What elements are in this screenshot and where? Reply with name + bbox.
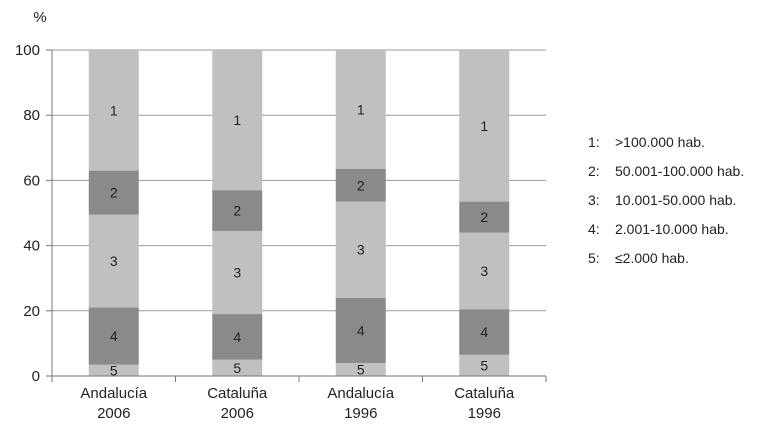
legend-entry: 10.001-50.000 hab. xyxy=(615,192,736,208)
x-category-label: Andalucía xyxy=(80,385,147,402)
bar-segment-1 xyxy=(212,50,263,191)
segment-label: 5 xyxy=(233,360,241,376)
bar-segment-3 xyxy=(212,230,263,315)
segment-label: 3 xyxy=(357,242,365,258)
bar-segment-4 xyxy=(335,297,386,363)
bar-segment-2 xyxy=(212,190,263,231)
segment-label: 1 xyxy=(480,118,488,134)
x-category-label: 2006 xyxy=(221,405,254,422)
legend-entry: ≤2.000 hab. xyxy=(615,250,689,266)
x-category-label: Cataluña xyxy=(454,385,515,402)
bar-segment-4 xyxy=(212,314,263,360)
bar-segment-2 xyxy=(335,168,386,202)
bar-segment-4 xyxy=(459,309,510,355)
bar-segment-2 xyxy=(459,201,510,233)
segment-label: 4 xyxy=(110,328,118,344)
bar-segment-4 xyxy=(88,307,139,365)
bar-segment-1 xyxy=(88,50,139,171)
segment-label: 5 xyxy=(480,357,488,373)
segment-label: 1 xyxy=(357,101,365,117)
x-category-label: Andalucía xyxy=(327,385,394,402)
segment-label: 5 xyxy=(110,362,118,378)
bar-segment-5 xyxy=(88,364,139,376)
segment-label: 3 xyxy=(233,264,241,280)
segment-label: 5 xyxy=(357,361,365,377)
segment-label: 1 xyxy=(233,112,241,128)
y-tick-label: 100 xyxy=(15,42,40,59)
legend-key: 4: xyxy=(588,221,600,237)
bar-segment-1 xyxy=(335,50,386,169)
y-axis-unit-label: % xyxy=(33,9,46,26)
segment-label: 4 xyxy=(357,322,365,338)
x-category-label: 2006 xyxy=(97,405,130,422)
segment-label: 4 xyxy=(480,324,488,340)
x-axis-categories: Andalucía 2006 Cataluña 2006 Andalucía 1996 Ca… xyxy=(80,385,515,422)
bar-segment-5 xyxy=(459,354,510,376)
segment-label: 2 xyxy=(110,185,118,201)
bar-segment-5 xyxy=(212,359,263,376)
segment-label: 3 xyxy=(480,263,488,279)
bar-segment-3 xyxy=(459,232,510,310)
y-axis-ticks: 0 20 40 60 80 100 xyxy=(15,42,52,385)
y-tick-label: 40 xyxy=(23,238,40,255)
segment-label: 3 xyxy=(110,253,118,269)
bars: 5 4 3 2 1 5 4 3 2 1 5 4 3 2 1 5 4 3 2 1 xyxy=(88,50,510,378)
legend-entry: 2.001-10.000 hab. xyxy=(615,221,729,237)
segment-label: 1 xyxy=(110,102,118,118)
y-tick-label: 60 xyxy=(23,172,40,189)
segment-label: 2 xyxy=(233,203,241,219)
bar-segment-5 xyxy=(335,362,386,376)
bar-segment-3 xyxy=(88,214,139,308)
legend-key: 5: xyxy=(588,250,600,266)
y-tick-label: 0 xyxy=(32,368,40,385)
legend-key: 2: xyxy=(588,163,600,179)
x-category-label: 1996 xyxy=(344,405,377,422)
legend-entry: 50.001-100.000 hab. xyxy=(615,163,744,179)
legend-key: 1: xyxy=(588,134,600,150)
bar-segment-1 xyxy=(459,50,510,202)
x-category-label: Cataluña xyxy=(207,385,268,402)
legend-key: 3: xyxy=(588,192,600,208)
x-category-label: 1996 xyxy=(468,405,501,422)
segment-label: 4 xyxy=(233,329,241,345)
legend-entry: >100.000 hab. xyxy=(615,134,705,150)
y-tick-label: 80 xyxy=(23,107,40,124)
segment-label: 2 xyxy=(357,177,365,193)
legend: 1: >100.000 hab. 2: 50.001-100.000 hab. 3: 10… xyxy=(588,134,744,266)
segment-label: 2 xyxy=(480,209,488,225)
bar-segment-3 xyxy=(335,201,386,298)
y-tick-label: 20 xyxy=(23,303,40,320)
bar-segment-2 xyxy=(88,170,139,215)
axes xyxy=(51,50,547,382)
